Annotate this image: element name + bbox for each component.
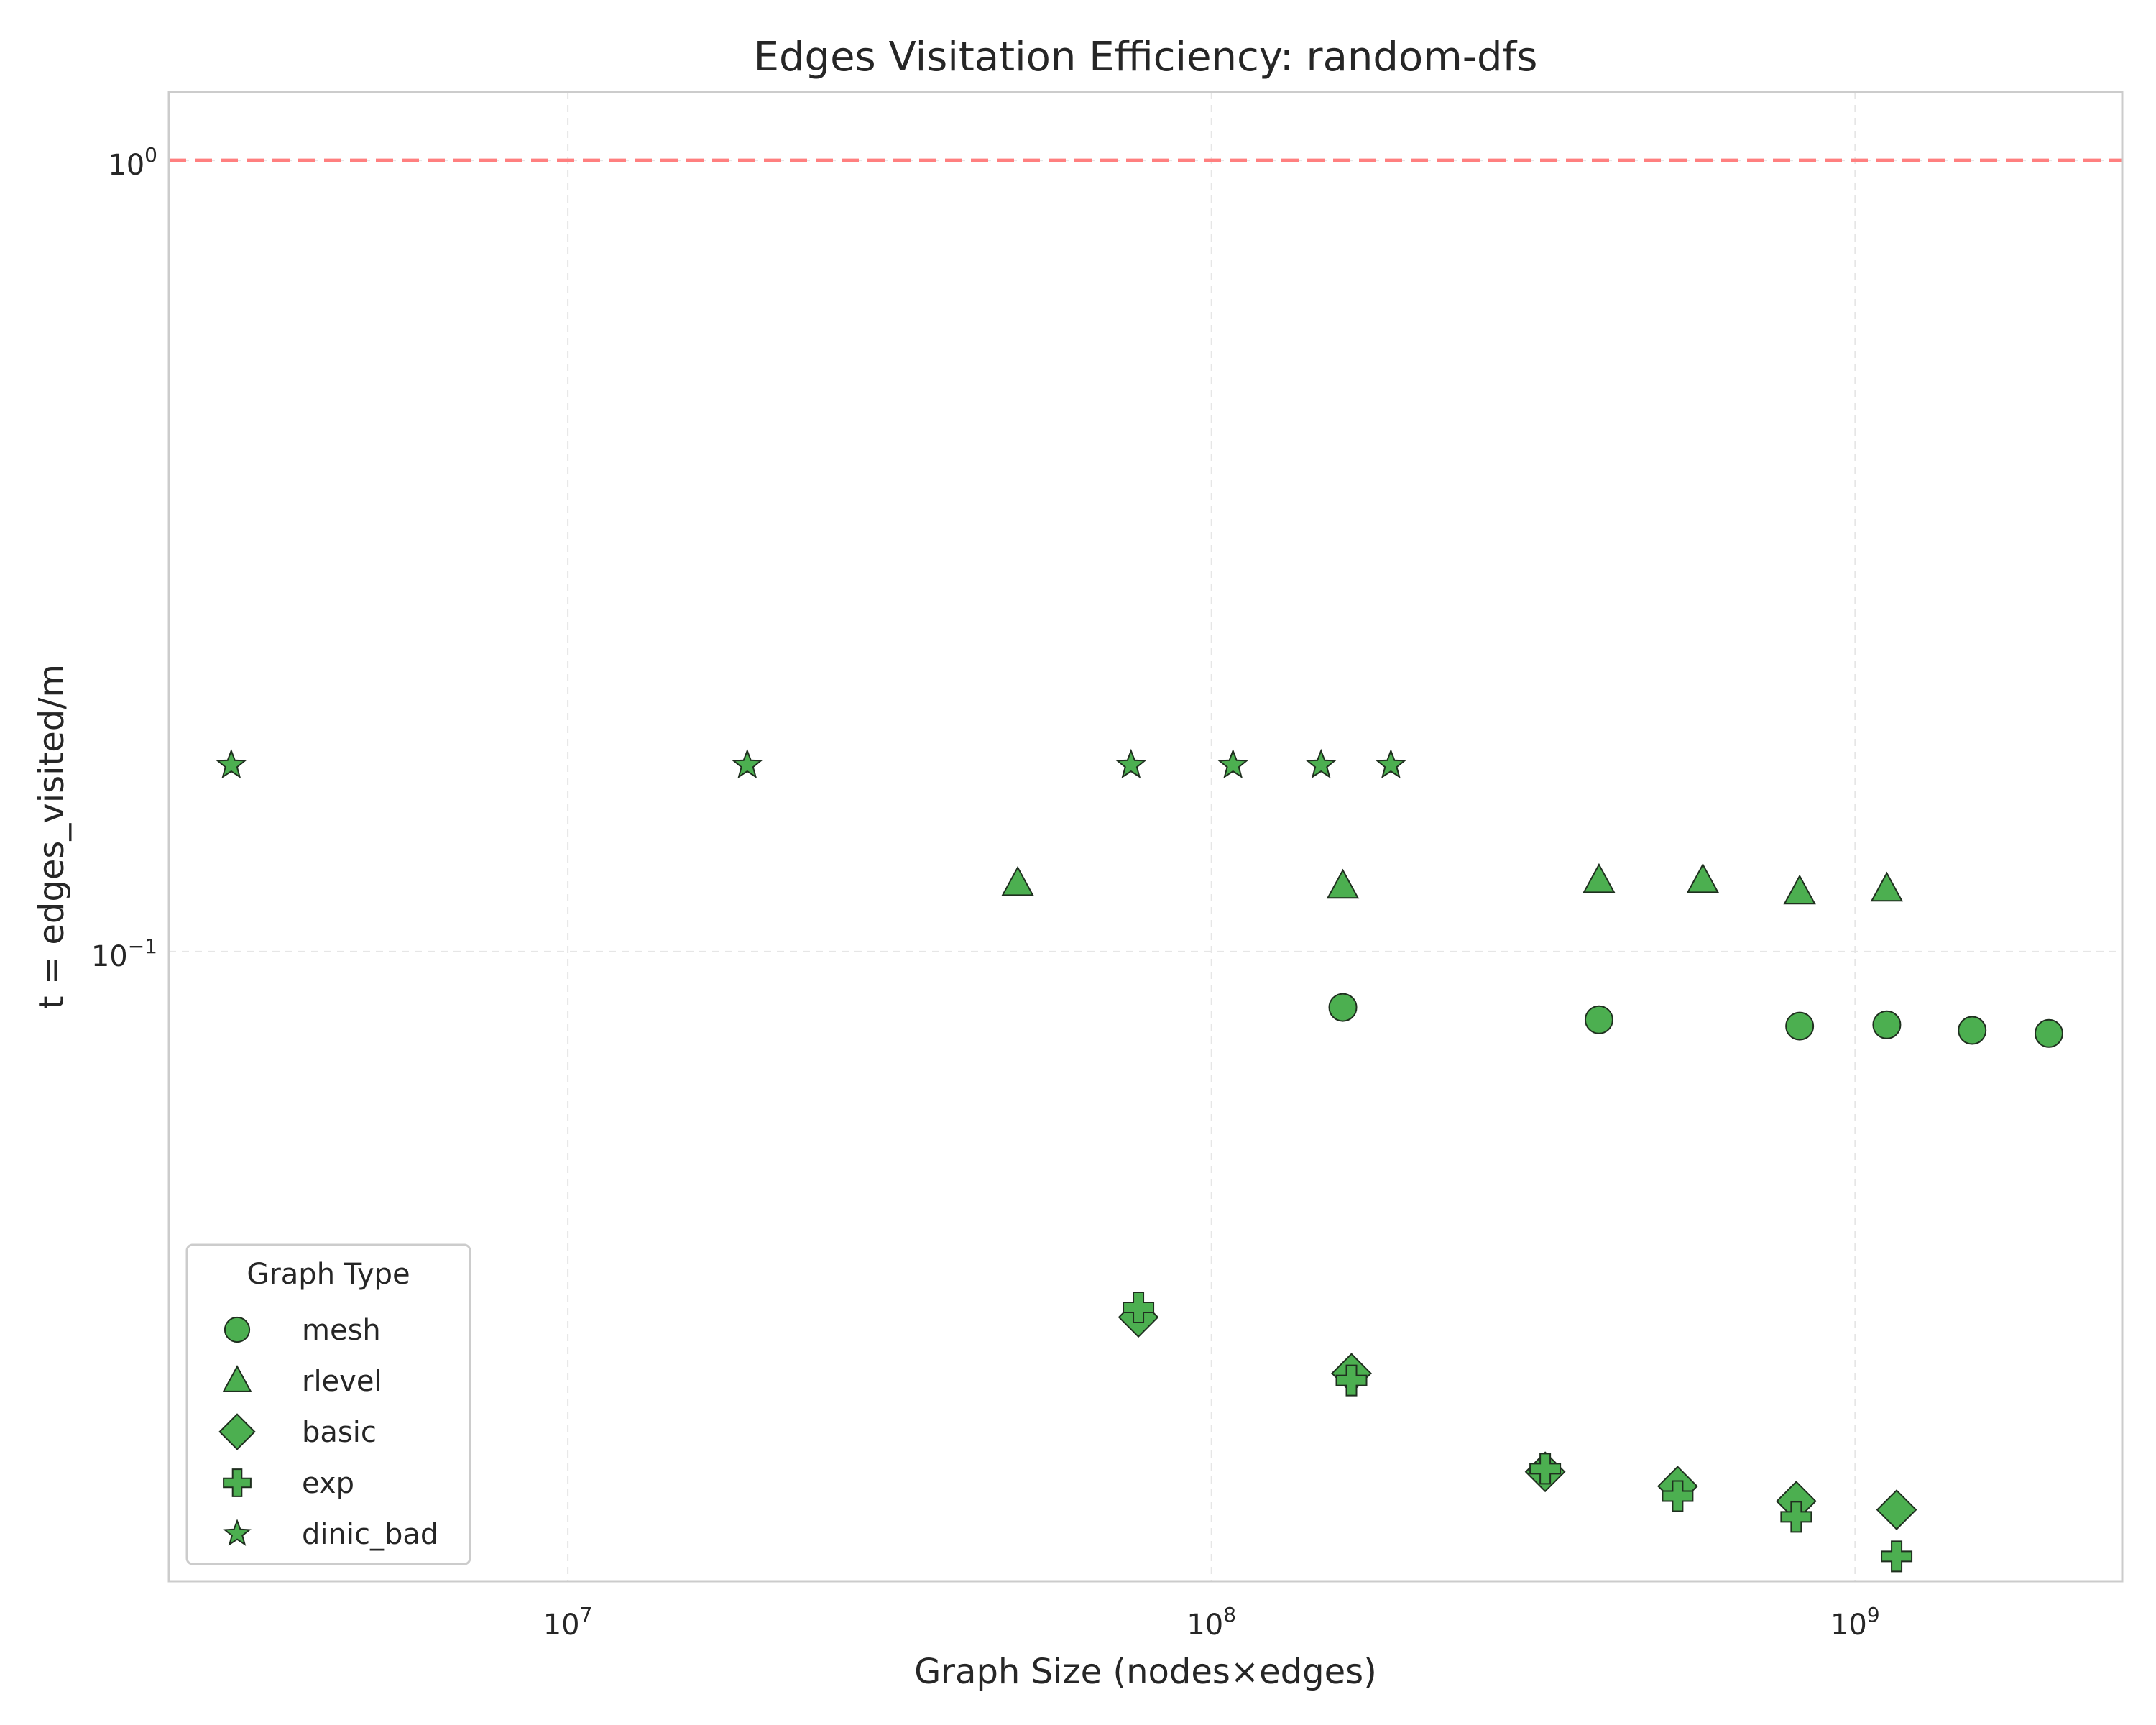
chart-title: Edges Visitation Efficiency: random-dfs (754, 34, 1538, 80)
exp-point (1529, 1453, 1562, 1485)
x-tick-label: 108 (1187, 1603, 1236, 1642)
legend-label-mesh: mesh (302, 1314, 381, 1347)
legend-label-basic: basic (302, 1416, 377, 1449)
rlevel-point (1870, 871, 1904, 902)
dinic_bad-point (216, 748, 247, 779)
exp-point (1881, 1540, 1913, 1573)
exp-point (1662, 1480, 1694, 1512)
data-points (216, 748, 2063, 1573)
rlevel-point (1326, 868, 1360, 899)
legend-label-exp: exp (302, 1467, 354, 1500)
legend-marker-mesh (224, 1316, 251, 1343)
exp-point (1335, 1364, 1368, 1397)
legend-label-rlevel: rlevel (302, 1365, 382, 1398)
x-tick-label: 107 (543, 1603, 593, 1642)
rlevel-point (1583, 862, 1616, 893)
dinic_bad-point (1115, 748, 1147, 779)
x-axis-label: Graph Size (nodes×edges) (914, 1652, 1377, 1692)
tick-labels: 107 108 109 10−1 100 (91, 143, 1880, 1642)
plot-frame (167, 91, 2124, 1583)
mesh-point (1328, 993, 1358, 1022)
legend-marker-rlevel (222, 1365, 252, 1392)
legend: Graph Type mesh rlevel basic exp dinic_bad (185, 1243, 471, 1565)
rlevel-point (1001, 865, 1034, 896)
mesh-point (1958, 1016, 1987, 1045)
dinic_bad-point (1375, 748, 1407, 779)
mesh-point (1785, 1011, 1815, 1041)
y-tick-label: 10−1 (91, 934, 157, 973)
dinic_bad-point (1217, 748, 1249, 779)
legend-title: Graph Type (247, 1258, 410, 1291)
legend-box (185, 1243, 471, 1565)
y-axis-label: t = edges_visited/m (32, 664, 72, 1009)
rlevel-point (1783, 874, 1816, 905)
dinic_bad-point (732, 748, 763, 779)
mesh-point (1872, 1010, 1902, 1039)
rlevel-point (1686, 862, 1720, 893)
legend-marker-exp (223, 1468, 252, 1497)
legend-marker-dinic_bad (223, 1519, 252, 1546)
x-tick-label: 109 (1830, 1603, 1880, 1642)
legend-label-dinic_bad: dinic_bad (302, 1518, 438, 1551)
legend-items: mesh rlevel basic exp dinic_bad (218, 1314, 438, 1551)
y-tick-label: 100 (108, 143, 157, 182)
exp-point (1123, 1291, 1155, 1323)
mesh-point (1584, 1005, 1613, 1034)
exp-point (1780, 1501, 1812, 1533)
mesh-point (2034, 1018, 2063, 1048)
basic-point (1876, 1489, 1917, 1530)
dinic_bad-point (1305, 748, 1337, 779)
legend-marker-basic (218, 1413, 256, 1450)
